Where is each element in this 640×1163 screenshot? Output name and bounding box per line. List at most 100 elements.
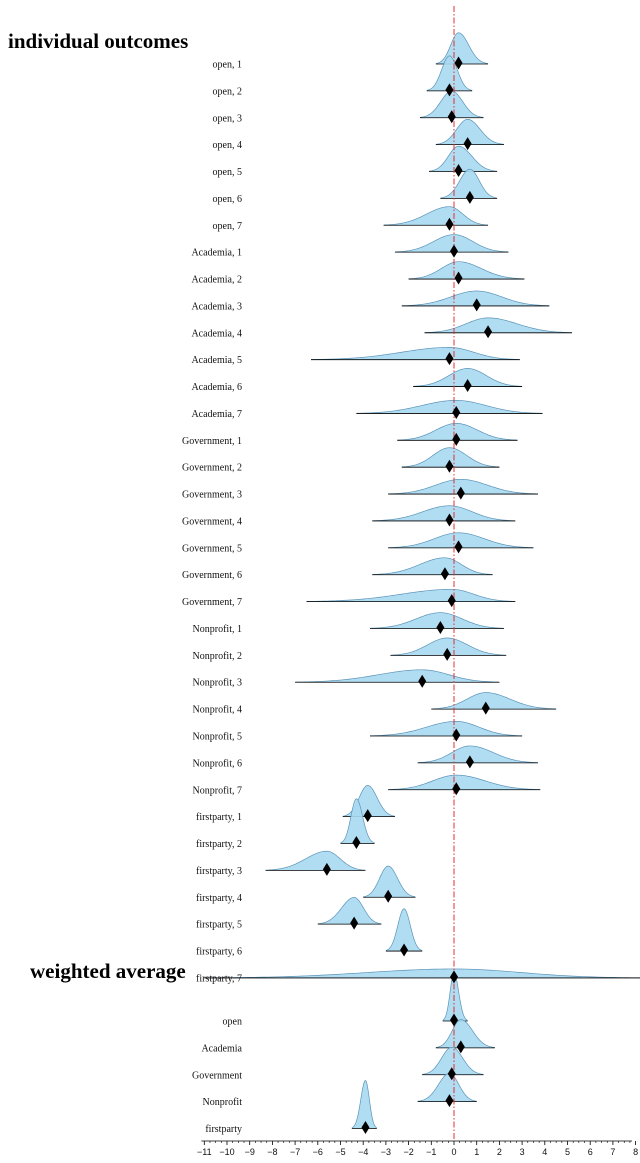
x-tick-label: −4: [358, 1147, 368, 1157]
estimate-marker: [450, 970, 458, 984]
estimate-marker: [447, 1067, 456, 1081]
row-label: Nonprofit, 7: [193, 785, 242, 796]
row-label: Academia, 5: [191, 355, 242, 366]
density-row: [431, 692, 557, 710]
row-label: Academia, 7: [191, 409, 242, 420]
density-row: [435, 1019, 495, 1049]
x-tick-label: 4: [542, 1147, 547, 1157]
row-label: firstparty, 1: [196, 812, 242, 823]
density-outline: [265, 850, 366, 871]
density-outline: [435, 32, 489, 64]
density-row: [428, 145, 498, 172]
density-outline: [435, 118, 504, 145]
density-fill: [310, 347, 520, 360]
density-row: [388, 774, 541, 791]
estimate-markers: [322, 56, 493, 1135]
estimate-marker: [454, 56, 463, 70]
estimate-marker: [418, 674, 427, 688]
row-label: Academia, 2: [191, 275, 242, 286]
density-row: [204, 968, 640, 979]
density-fill: [370, 612, 504, 629]
x-tick-label: 2: [497, 1147, 502, 1157]
density-fill: [417, 1073, 477, 1102]
estimate-marker: [456, 1040, 465, 1054]
density-outline: [417, 1072, 477, 1102]
row-label: firstparty, 2: [196, 839, 242, 850]
density-row: [295, 669, 500, 683]
density-row: [372, 505, 516, 522]
density-fill: [397, 423, 518, 441]
density-fill: [295, 669, 500, 683]
density-outline: [204, 968, 640, 979]
row-label: open, 6: [213, 194, 242, 205]
estimate-marker: [363, 809, 372, 823]
density-row: [356, 400, 543, 414]
row-label: Academia: [201, 1043, 242, 1054]
x-tick-label: 3: [520, 1147, 525, 1157]
density-row: [435, 32, 489, 65]
density-fill: [383, 206, 489, 226]
density-outline: [390, 637, 507, 656]
density-fill: [390, 637, 507, 656]
density-outline: [435, 1019, 495, 1048]
estimate-marker: [463, 137, 472, 151]
density-outline: [342, 785, 396, 817]
density-curves: [204, 32, 640, 1129]
density-fill: [442, 973, 468, 1021]
density-fill: [435, 1019, 495, 1048]
density-outline: [394, 234, 509, 253]
estimate-marker: [452, 728, 461, 742]
density-outline: [340, 798, 375, 844]
density-outline: [426, 55, 473, 91]
density-row: [417, 745, 539, 764]
density-row: [424, 317, 573, 334]
estimate-marker: [454, 271, 463, 285]
density-row: [306, 588, 516, 602]
estimate-marker: [452, 432, 461, 446]
estimate-marker: [447, 594, 456, 608]
density-fill: [340, 798, 375, 844]
density-row: [370, 612, 504, 629]
density-fill: [372, 557, 493, 575]
density-outline: [385, 908, 423, 951]
row-label: Academia, 6: [191, 382, 242, 393]
estimate-marker: [447, 110, 456, 124]
estimate-marker: [440, 567, 449, 581]
x-tick-label: 7: [610, 1147, 615, 1157]
estimate-marker: [450, 1013, 458, 1027]
row-label: Nonprofit, 3: [193, 678, 242, 689]
density-outline: [388, 478, 538, 495]
estimate-marker: [456, 486, 465, 500]
row-label: Academia, 3: [191, 301, 242, 312]
density-fill: [401, 447, 500, 468]
density-fill: [363, 866, 416, 898]
row-label: Government, 3: [182, 490, 242, 501]
row-label: Nonprofit, 2: [193, 651, 242, 662]
density-fill: [388, 532, 534, 548]
estimate-marker: [463, 379, 472, 393]
density-outline: [440, 168, 498, 199]
density-row: [383, 206, 489, 226]
density-outline: [351, 1080, 377, 1129]
density-fill: [388, 479, 538, 495]
row-label: Academia, 4: [191, 328, 242, 339]
row-labels: open, 1 open, 2 open, 3 open, 4 open, 5 open,…: [182, 60, 243, 1136]
x-tick-label: 0: [451, 1147, 456, 1157]
density-fill: [351, 1080, 377, 1129]
estimate-marker: [445, 459, 454, 473]
estimate-marker: [445, 352, 454, 366]
density-fill: [356, 400, 543, 414]
density-fill: [429, 146, 498, 172]
row-label: Government, 6: [182, 570, 242, 581]
density-fill: [317, 897, 382, 925]
density-outline: [428, 145, 498, 172]
density-row: [265, 850, 366, 871]
density-fill: [435, 119, 504, 145]
row-label: open, 2: [213, 86, 242, 97]
density-outline: [388, 774, 541, 790]
density-fill: [422, 1047, 484, 1075]
row-label: Government, 5: [182, 543, 242, 554]
row-label: open: [223, 1017, 242, 1028]
density-outline: [383, 206, 489, 226]
estimate-marker: [481, 701, 490, 715]
